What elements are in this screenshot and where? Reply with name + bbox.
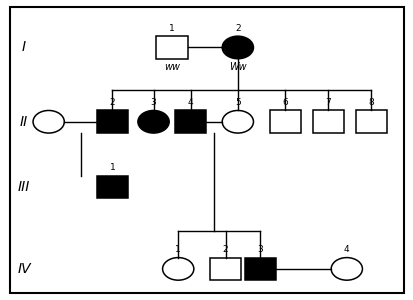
Text: 3: 3 bbox=[257, 245, 263, 254]
Bar bbox=[209, 258, 240, 280]
Text: IV: IV bbox=[17, 262, 31, 276]
Bar bbox=[244, 258, 275, 280]
Bar bbox=[156, 36, 187, 59]
Bar bbox=[355, 110, 386, 133]
Bar bbox=[175, 110, 206, 133]
Circle shape bbox=[162, 258, 193, 280]
Circle shape bbox=[33, 110, 64, 133]
Circle shape bbox=[330, 258, 361, 280]
Circle shape bbox=[138, 110, 169, 133]
Text: 2: 2 bbox=[109, 98, 115, 107]
Bar bbox=[312, 110, 343, 133]
Text: 8: 8 bbox=[368, 98, 373, 107]
Bar bbox=[97, 176, 128, 198]
Text: 7: 7 bbox=[325, 98, 330, 107]
Text: 1: 1 bbox=[109, 163, 115, 172]
Text: 1: 1 bbox=[175, 245, 180, 254]
Text: ww: ww bbox=[164, 62, 180, 72]
Circle shape bbox=[222, 36, 253, 59]
Text: 1: 1 bbox=[169, 24, 175, 33]
Bar bbox=[269, 110, 300, 133]
Text: III: III bbox=[18, 180, 30, 194]
Bar bbox=[97, 110, 128, 133]
Text: 2: 2 bbox=[235, 24, 240, 33]
Text: I: I bbox=[22, 40, 26, 55]
Text: 5: 5 bbox=[235, 98, 240, 107]
Text: 4: 4 bbox=[187, 98, 193, 107]
Text: 6: 6 bbox=[282, 98, 287, 107]
Text: Ww: Ww bbox=[228, 62, 246, 72]
Text: 3: 3 bbox=[150, 98, 156, 107]
Circle shape bbox=[222, 110, 253, 133]
Text: 2: 2 bbox=[222, 245, 228, 254]
Text: 4: 4 bbox=[343, 245, 349, 254]
Text: II: II bbox=[20, 115, 28, 129]
